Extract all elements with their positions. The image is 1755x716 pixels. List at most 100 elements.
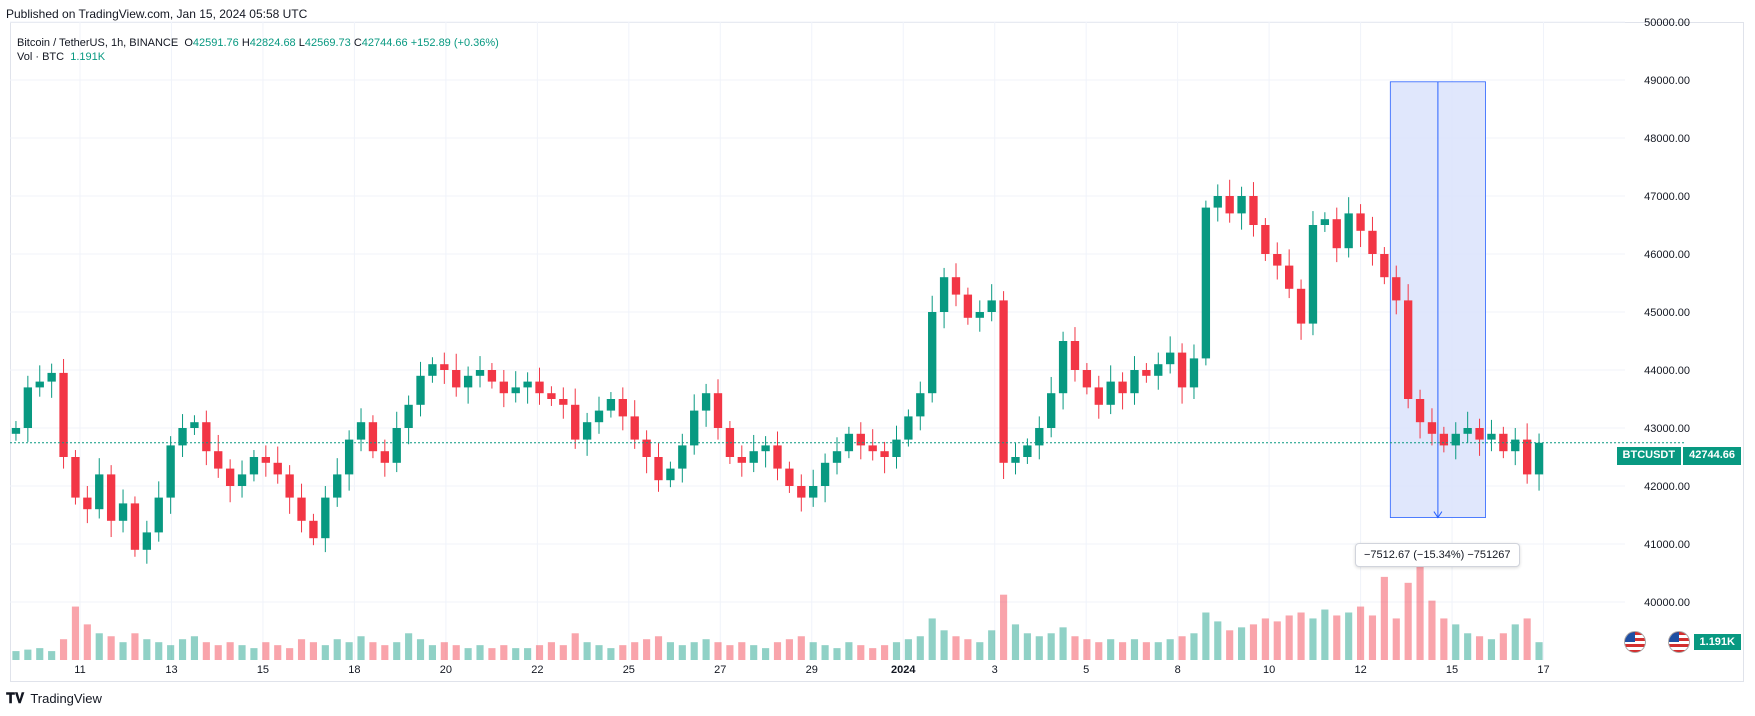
candle-body xyxy=(1296,288,1306,324)
us-flag-icon[interactable] xyxy=(1624,631,1646,653)
candle-body xyxy=(202,422,211,452)
y-tick-label: 42000.00 xyxy=(1644,481,1690,493)
volume-bar xyxy=(190,636,199,660)
volume-bar xyxy=(738,642,746,660)
volume-bar xyxy=(654,636,663,660)
candle-body xyxy=(975,312,984,318)
candle-body xyxy=(678,445,687,469)
candle-body xyxy=(1320,219,1330,225)
candle-body xyxy=(273,462,282,475)
volume-bar xyxy=(405,633,413,660)
volume-bar xyxy=(1428,600,1436,660)
candle-body xyxy=(380,451,389,463)
x-tick-label: 13 xyxy=(165,664,177,676)
volume-bar xyxy=(119,642,127,660)
candle-body xyxy=(1344,213,1353,249)
candle-body xyxy=(1201,207,1211,359)
candle-body xyxy=(582,422,592,440)
candle-body xyxy=(440,364,449,370)
open-value: 42591.76 xyxy=(192,37,239,49)
candle-body xyxy=(1023,445,1032,457)
candle-body xyxy=(71,457,80,498)
candle-body xyxy=(832,451,842,463)
volume-bar xyxy=(12,651,20,660)
volume-bar xyxy=(750,645,758,660)
volume-bar xyxy=(476,645,484,660)
volume-legend: Vol · BTC 1.191K xyxy=(17,51,105,63)
candle-body xyxy=(928,312,937,394)
volume-bar xyxy=(345,642,353,660)
volume-bar xyxy=(381,645,389,660)
volume-bar xyxy=(619,645,627,660)
volume-bar xyxy=(1011,624,1020,660)
candle-body xyxy=(1463,428,1472,434)
volume-bar xyxy=(452,645,460,660)
candle-body xyxy=(1380,254,1389,278)
volume-bar xyxy=(1475,636,1484,660)
candle-body xyxy=(547,393,556,399)
candle-body xyxy=(1142,370,1151,376)
candle-body xyxy=(1154,364,1163,376)
volume-bar xyxy=(500,645,508,660)
volume-bar xyxy=(1190,633,1198,660)
x-tick-label: 12 xyxy=(1354,664,1366,676)
volume-bar xyxy=(845,642,853,660)
volume-bar xyxy=(1226,630,1234,660)
volume-bar xyxy=(274,645,282,660)
volume-label[interactable]: Vol · BTC xyxy=(17,51,65,63)
volume-bar xyxy=(1309,618,1317,660)
volume-tag: 1.191K xyxy=(1693,634,1741,650)
candle-body xyxy=(118,503,128,521)
candle-body xyxy=(594,410,604,423)
measure-arrow-head xyxy=(1433,511,1443,519)
symbol-name[interactable]: Bitcoin / TetherUS, 1h, BINANCE xyxy=(17,37,179,49)
candle-body xyxy=(344,439,354,475)
high-label: H xyxy=(241,37,250,49)
candle-body xyxy=(416,375,425,405)
volume-bar xyxy=(535,645,544,660)
candle-body xyxy=(154,497,163,533)
volume-bar xyxy=(250,648,258,660)
volume-bar xyxy=(988,630,996,660)
close-value: 42744.66 xyxy=(361,37,408,49)
volume-bar xyxy=(583,642,591,660)
volume-bar xyxy=(393,642,401,660)
candle-body xyxy=(1118,381,1127,394)
volume-bar xyxy=(1119,642,1127,660)
candle-body xyxy=(1011,457,1020,463)
volume-bar xyxy=(1404,582,1412,660)
high-value: 42824.68 xyxy=(249,37,296,49)
volume-bar xyxy=(857,645,865,660)
volume-bar xyxy=(238,645,246,660)
volume-bar xyxy=(309,642,317,660)
footer-brand[interactable]: 𝐓𝐕 TradingView xyxy=(6,690,102,707)
volume-bar xyxy=(369,642,377,660)
candle-body xyxy=(95,474,104,510)
candle-body xyxy=(1511,439,1520,452)
candle-body xyxy=(309,520,318,539)
volume-bar xyxy=(1273,621,1281,660)
candle-body xyxy=(1392,277,1401,301)
volume-bar xyxy=(95,633,103,660)
volume-bar xyxy=(226,642,234,660)
candle-body xyxy=(83,497,92,510)
candle-body xyxy=(321,497,330,539)
volume-bar xyxy=(1000,594,1008,660)
volume-bar xyxy=(48,651,56,660)
candle-body xyxy=(285,474,294,498)
candle-body xyxy=(987,300,996,312)
volume-bar xyxy=(1333,615,1341,660)
candle-body xyxy=(1285,265,1294,289)
volume-bar xyxy=(940,630,948,660)
volume-bar xyxy=(178,639,187,660)
y-tick-label: 41000.00 xyxy=(1644,539,1690,551)
candle-body xyxy=(452,370,461,388)
volume-bar xyxy=(262,642,270,660)
candle-body xyxy=(963,294,973,318)
measure-label: −7512.67 (−15.34%) −751267 xyxy=(1355,543,1520,567)
volume-bar xyxy=(1059,627,1067,660)
volume-bar xyxy=(286,648,294,660)
us-flag-icon-2[interactable] xyxy=(1668,631,1690,653)
volume-bar xyxy=(952,636,960,660)
